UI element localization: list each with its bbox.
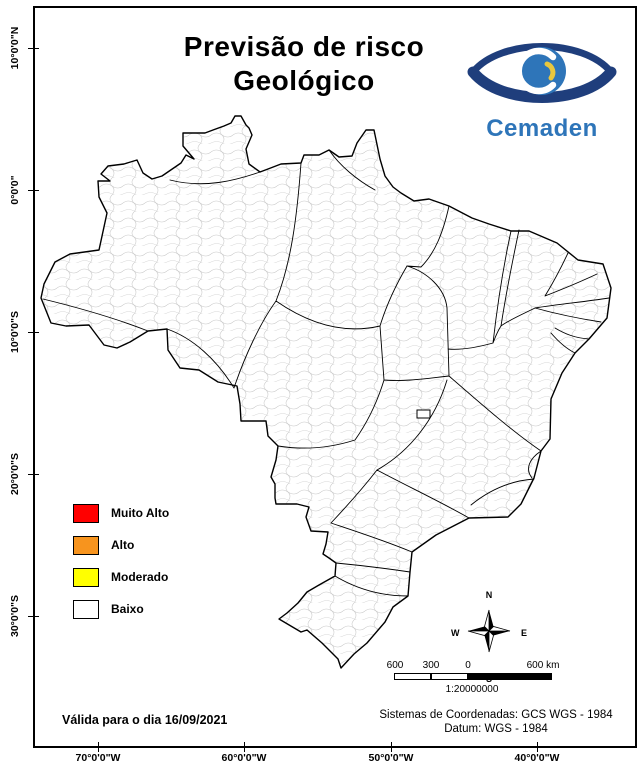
legend-swatch-alto [73, 535, 99, 555]
compass-star-icon [467, 609, 511, 653]
y-axis-tick-0 [28, 190, 39, 191]
scale-label-600-right: 600 km [526, 660, 560, 671]
y-axis-label-10s: 10°0'0"S [9, 310, 21, 354]
scale-label-600-left: 600 [386, 660, 404, 671]
y-axis-tick-10n [28, 48, 39, 49]
x-axis-tick-40w [537, 742, 538, 752]
legend-item-moderado: Moderado [73, 566, 169, 588]
validity-note: Válida para o dia 16/09/2021 [62, 713, 228, 727]
x-axis-tick-60w [244, 742, 245, 752]
compass-rose: N W E S [451, 590, 527, 684]
legend-label-muito-alto: Muito Alto [111, 506, 170, 520]
title-line-2: Geológico [233, 64, 375, 96]
scale-segment-2 [431, 673, 468, 680]
legend-label-alto: Alto [111, 538, 135, 552]
y-axis-label-0: 0°0'0" [9, 175, 21, 205]
scale-label-300: 300 [422, 660, 440, 671]
y-axis-tick-20s [28, 474, 39, 475]
title-line-1: Previsão de risco [183, 31, 425, 62]
y-axis-label-10n: 10°0'0"N [9, 26, 21, 70]
municipality-boundaries-texture [41, 116, 611, 668]
scale-segment-1 [394, 673, 431, 680]
y-axis-tick-10s [28, 332, 39, 333]
legend-item-alto: Alto [73, 534, 169, 556]
scale-ratio: 1:20000000 [445, 684, 499, 695]
x-axis-label-70w: 70°0'0"W [75, 752, 121, 764]
legend-label-baixo: Baixo [111, 602, 144, 616]
compass-north-label: N [485, 590, 493, 600]
y-axis-tick-30s [28, 616, 39, 617]
x-axis-label-40w: 40°0'0"W [514, 752, 560, 764]
brazil-outline-stroke [40, 115, 612, 669]
cemaden-logo: Cemaden [447, 28, 637, 143]
compass-east-label: E [520, 628, 527, 638]
state-boundaries [42, 149, 610, 597]
compass-west-label: W [451, 628, 460, 638]
coordinate-system-note: Sistemas de Coordenadas: GCS WGS - 1984 … [365, 708, 627, 737]
page-title: Previsão de risco Geológico [129, 30, 479, 97]
x-axis-tick-50w [391, 742, 392, 752]
legend-label-moderado: Moderado [111, 570, 169, 584]
coordinate-system-line-2: Datum: WGS - 1984 [444, 723, 548, 736]
scale-bar-labels: 600 300 0 600 km [387, 660, 563, 672]
scale-label-0: 0 [465, 660, 471, 671]
legend-item-baixo: Baixo [73, 598, 169, 620]
scale-bar: 600 300 0 600 km 1:20000000 [387, 660, 563, 695]
x-axis-tick-70w [98, 742, 99, 752]
x-axis-label-50w: 50°0'0"W [368, 752, 414, 764]
scale-bar-segments [393, 673, 563, 681]
legend-swatch-muito-alto [73, 503, 99, 523]
coordinate-system-line-1: Sistemas de Coordenadas: GCS WGS - 1984 [379, 709, 613, 721]
legend-swatch-moderado [73, 567, 99, 587]
distrito-federal-outline [416, 409, 431, 419]
y-axis-label-20s: 20°0'0"S [9, 452, 21, 496]
legend: Muito Alto Alto Moderado Baixo [73, 502, 169, 630]
cemaden-eye-icon [467, 43, 617, 103]
legend-item-muito-alto: Muito Alto [73, 502, 169, 524]
legend-swatch-baixo [73, 599, 99, 619]
map-frame: Previsão de risco Geológico Cemaden Muit… [33, 6, 637, 748]
brazil-map [40, 115, 612, 669]
y-axis-label-30s: 30°0'0"S [9, 594, 21, 638]
scale-segment-3 [468, 673, 552, 680]
x-axis-label-60w: 60°0'0"W [221, 752, 267, 764]
cemaden-logo-text: Cemaden [486, 115, 598, 142]
